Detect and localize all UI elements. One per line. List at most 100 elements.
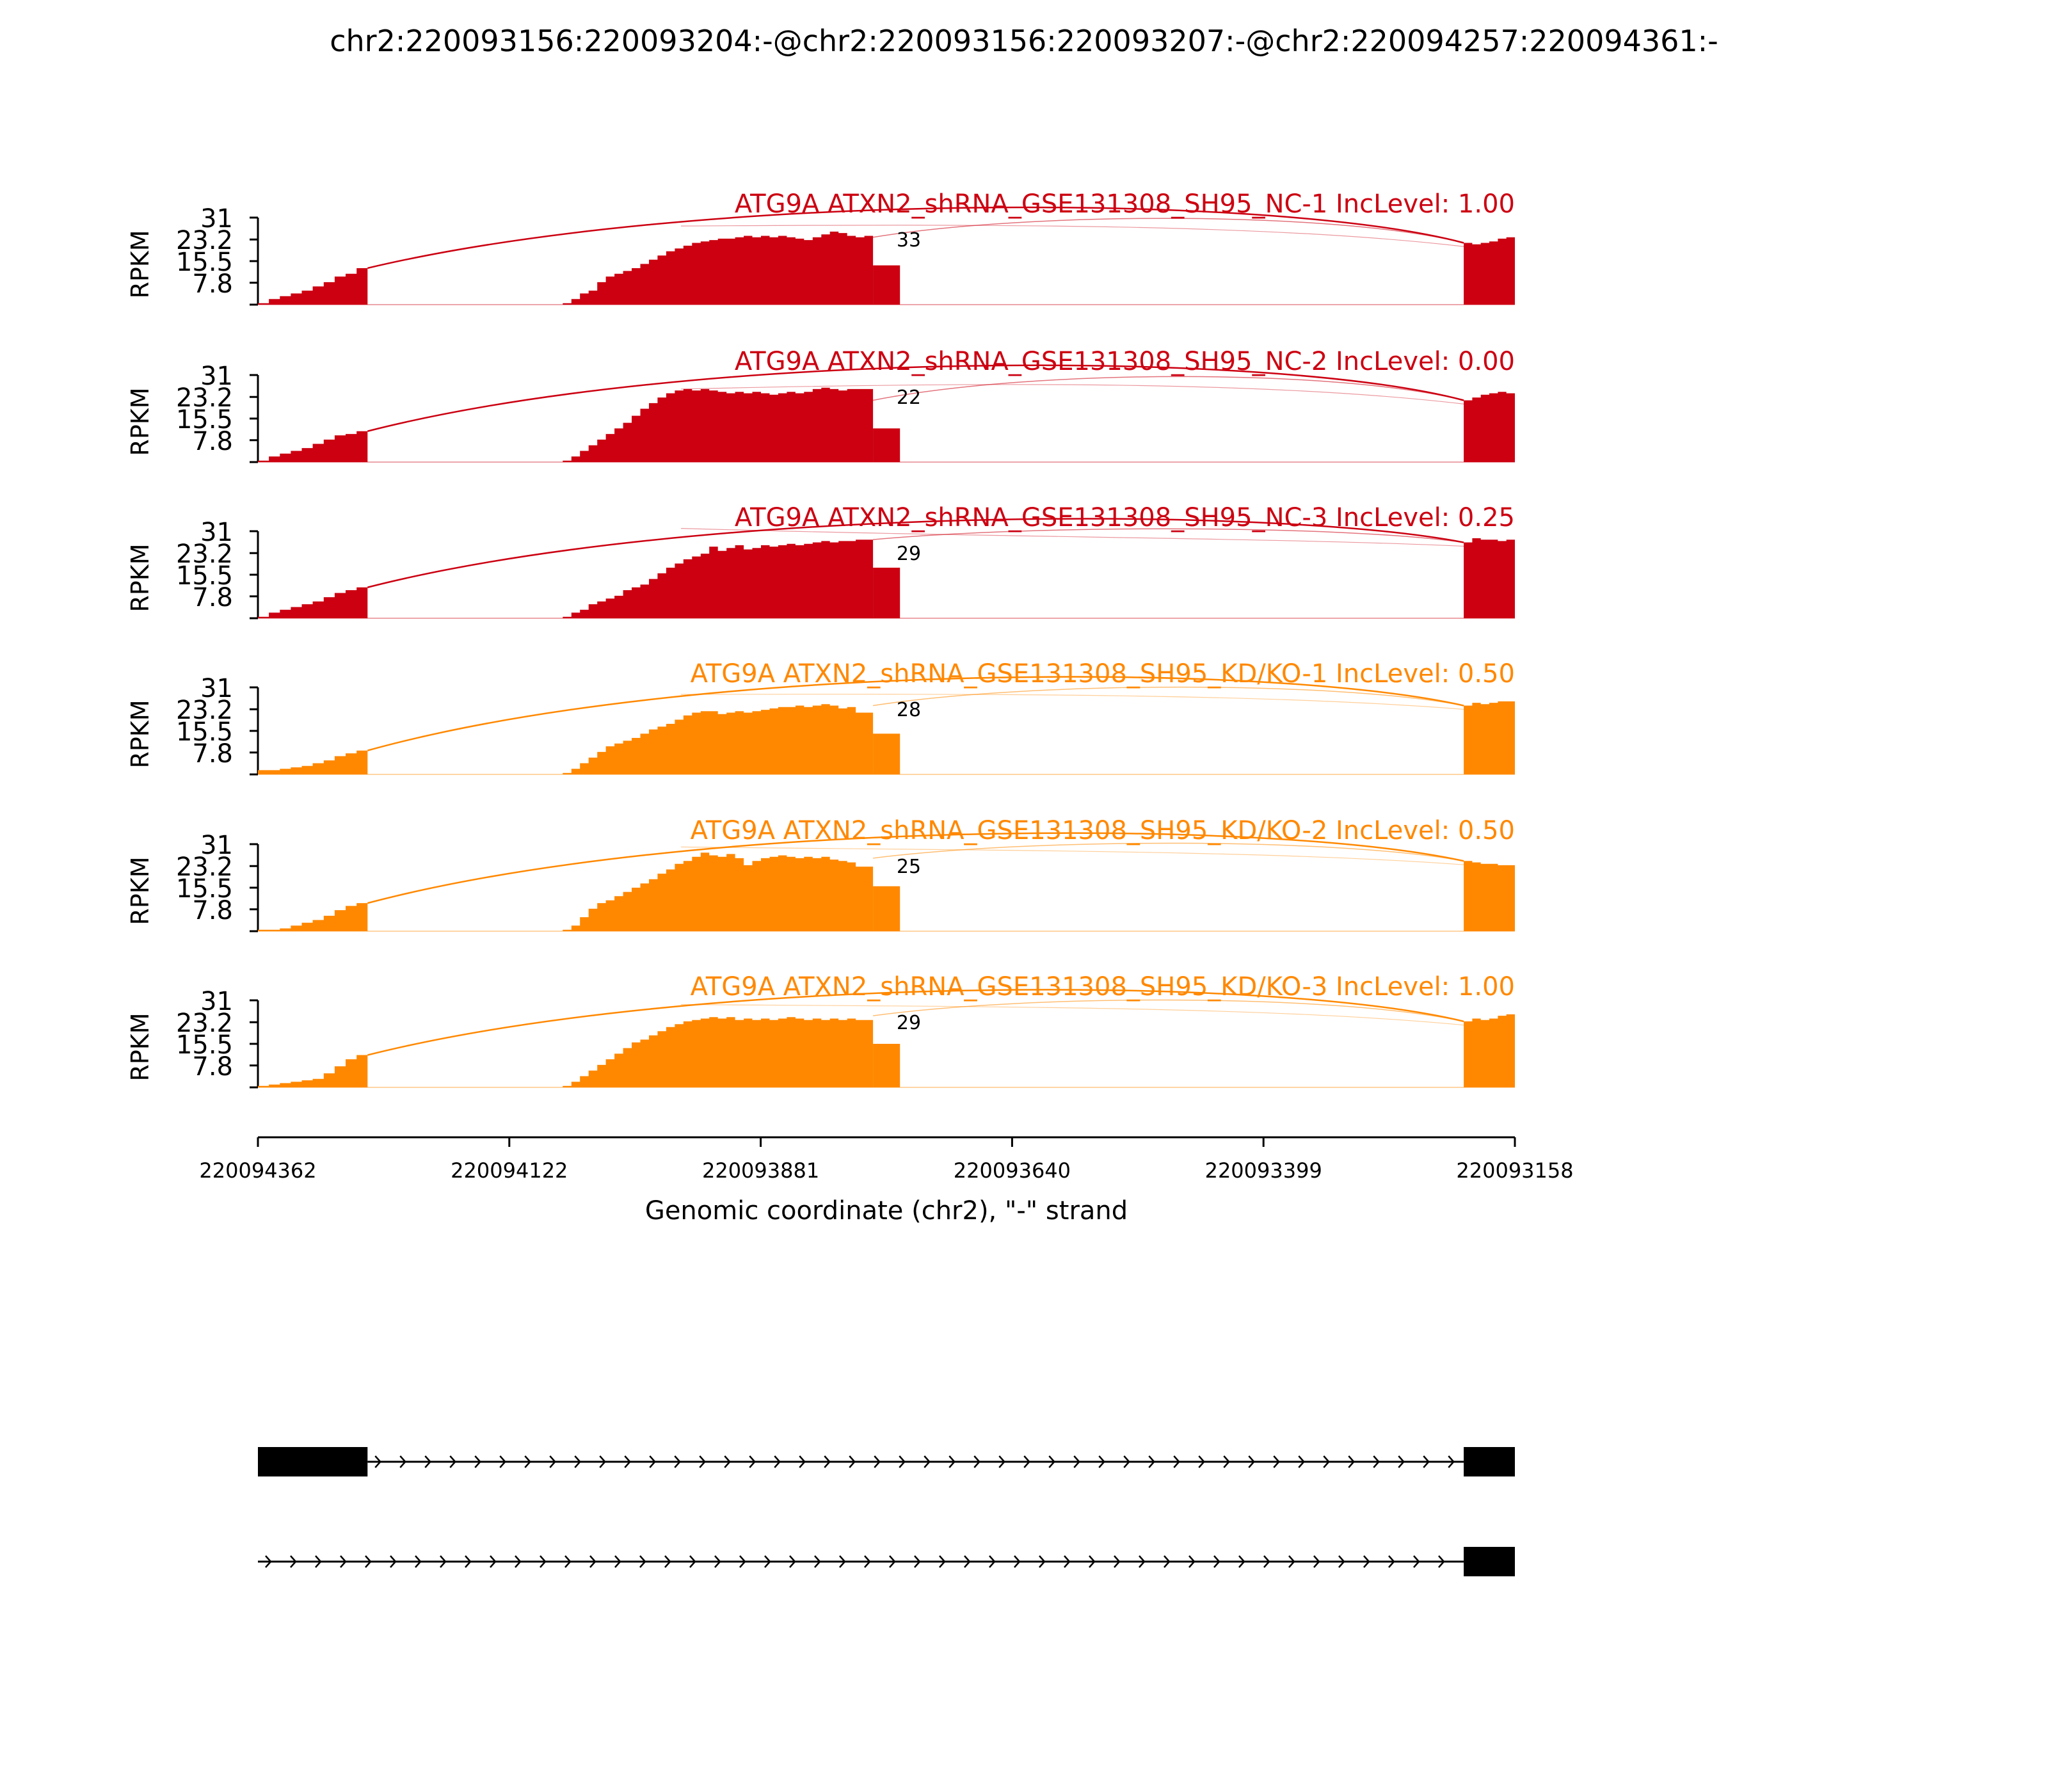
strand-arrow bbox=[674, 1455, 681, 1468]
strand-arrow bbox=[1413, 1555, 1420, 1568]
strand-arrow bbox=[1263, 1555, 1270, 1568]
strand-arrow bbox=[689, 1555, 696, 1568]
junction-arc bbox=[367, 989, 1464, 1056]
junction-arc bbox=[367, 364, 1464, 432]
strand-arrow bbox=[914, 1555, 921, 1568]
strand-arrow bbox=[1123, 1455, 1130, 1468]
strand-arrow bbox=[1398, 1455, 1405, 1468]
strand-arrow bbox=[474, 1455, 481, 1468]
strand-arrow bbox=[864, 1555, 871, 1568]
sample-title: ATG9A ATXN2_shRNA_GSE131308_SH95_KD/KO-3… bbox=[691, 972, 1515, 1002]
coverage-exon3 bbox=[1464, 701, 1515, 774]
strand-arrow bbox=[1048, 1455, 1055, 1468]
sample-panel: 7.815.523.231 RPKM 22 ATG9A ATXN2_shRNA_GSE… bbox=[126, 347, 1515, 463]
strand-arrow bbox=[789, 1555, 796, 1568]
strand-arrow bbox=[1064, 1555, 1071, 1568]
junction-arc bbox=[872, 376, 1464, 401]
y-tick-label: 23.2 bbox=[176, 226, 233, 255]
strand-arrow bbox=[764, 1555, 771, 1568]
strand-arrow bbox=[1313, 1555, 1320, 1568]
strand-arrow bbox=[549, 1455, 556, 1468]
exon-block bbox=[1464, 1547, 1515, 1576]
coverage-exon2-tail bbox=[873, 733, 900, 774]
strand-arrow bbox=[739, 1555, 746, 1568]
sample-panel: 7.815.523.231 RPKM 28 ATG9A ATXN2_shRNA_GSE… bbox=[126, 659, 1515, 776]
junction-arc bbox=[367, 518, 1464, 588]
strand-arrow bbox=[424, 1455, 431, 1468]
junction-arc bbox=[681, 1004, 1466, 1026]
transcript-track bbox=[258, 1447, 1515, 1576]
strand-arrow bbox=[1014, 1555, 1021, 1568]
y-tick-label: 23.2 bbox=[176, 1009, 233, 1038]
strand-arrow bbox=[1248, 1455, 1255, 1468]
sample-panel: 7.815.523.231 RPKM 29 ATG9A ATXN2_shRNA_GSE… bbox=[126, 503, 1515, 620]
y-axis-label: RPKM bbox=[126, 856, 154, 925]
strand-arrow bbox=[664, 1555, 671, 1568]
coverage-exon2-tail bbox=[873, 568, 900, 618]
strand-arrow bbox=[749, 1455, 756, 1468]
strand-arrow bbox=[1423, 1455, 1430, 1468]
junction-arc bbox=[681, 528, 1466, 547]
strand-arrow bbox=[714, 1555, 721, 1568]
y-tick-label: 15.5 bbox=[176, 874, 233, 904]
y-axis-label: RPKM bbox=[126, 543, 154, 612]
junction-arc bbox=[367, 832, 1464, 904]
strand-arrow bbox=[1298, 1455, 1305, 1468]
strand-arrow bbox=[1288, 1555, 1295, 1568]
exon-block bbox=[1464, 1447, 1515, 1476]
strand-arrow bbox=[989, 1555, 996, 1568]
strand-arrow bbox=[899, 1455, 906, 1468]
y-tick-label: 15.5 bbox=[176, 405, 233, 435]
strand-arrow bbox=[639, 1555, 646, 1568]
y-tick-label: 15.5 bbox=[176, 1030, 233, 1060]
exon-block bbox=[258, 1447, 368, 1476]
junction-arc bbox=[367, 206, 1464, 269]
y-tick-label: 31 bbox=[200, 831, 233, 860]
y-axis-label: RPKM bbox=[126, 387, 154, 456]
y-tick-label: 7.8 bbox=[192, 269, 233, 299]
strand-arrow bbox=[415, 1555, 422, 1568]
coverage-exon1 bbox=[258, 431, 368, 462]
x-tick-label: 220094362 bbox=[199, 1158, 316, 1183]
junction-count-label: 25 bbox=[897, 856, 921, 878]
strand-arrow bbox=[1348, 1455, 1355, 1468]
transcript-model bbox=[258, 1447, 1515, 1476]
strand-arrow bbox=[1223, 1455, 1230, 1468]
x-axis-label: Genomic coordinate (chr2), "-" strand bbox=[645, 1196, 1128, 1226]
strand-arrow bbox=[1148, 1455, 1155, 1468]
coverage-exon2 bbox=[563, 704, 874, 774]
y-tick-label: 31 bbox=[200, 518, 233, 547]
strand-arrow bbox=[524, 1455, 531, 1468]
coverage-exon1 bbox=[258, 268, 368, 305]
y-tick-label: 23.2 bbox=[176, 696, 233, 725]
strand-arrow bbox=[390, 1555, 397, 1568]
junction-count-label: 28 bbox=[897, 699, 921, 721]
coverage-exon1 bbox=[258, 903, 368, 931]
coverage-exon1 bbox=[258, 587, 368, 618]
coverage-exon2 bbox=[563, 231, 874, 305]
strand-arrow bbox=[589, 1555, 596, 1568]
junction-count-label: 22 bbox=[897, 387, 921, 409]
strand-arrow bbox=[499, 1455, 506, 1468]
strand-arrow bbox=[574, 1455, 581, 1468]
strand-arrow bbox=[1114, 1555, 1121, 1568]
strand-arrow bbox=[614, 1555, 621, 1568]
strand-arrow bbox=[1338, 1555, 1345, 1568]
junction-arc bbox=[681, 225, 1466, 248]
coverage-exon1 bbox=[258, 1055, 368, 1087]
strand-arrow bbox=[564, 1555, 572, 1568]
junction-arc bbox=[872, 686, 1464, 707]
strand-arrow bbox=[365, 1555, 372, 1568]
strand-arrow bbox=[1073, 1455, 1080, 1468]
junction-arc bbox=[681, 384, 1466, 405]
strand-arrow bbox=[540, 1555, 547, 1568]
y-tick-label: 23.2 bbox=[176, 540, 233, 569]
strand-arrow bbox=[1213, 1555, 1220, 1568]
strand-arrow bbox=[1273, 1455, 1280, 1468]
strand-arrow bbox=[1098, 1455, 1105, 1468]
strand-arrow bbox=[998, 1455, 1005, 1468]
y-tick-label: 15.5 bbox=[176, 248, 233, 277]
strand-arrow bbox=[699, 1455, 706, 1468]
strand-arrow bbox=[1388, 1555, 1395, 1568]
